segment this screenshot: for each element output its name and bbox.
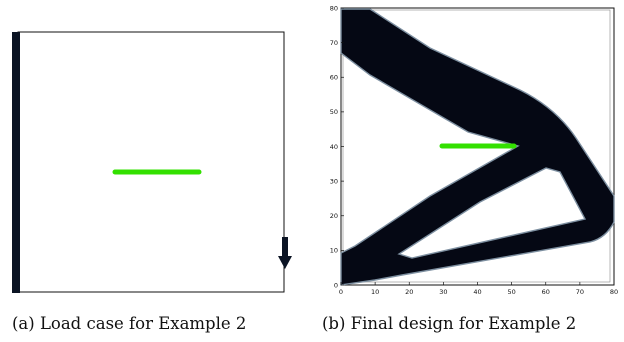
- x-tick-label: 50: [507, 288, 515, 296]
- x-tick-label: 40: [473, 288, 481, 296]
- y-tick-label: 60: [330, 74, 338, 82]
- caption-load-case: (a) Load case for Example 2: [12, 314, 247, 333]
- x-tick-label: 10: [371, 288, 379, 296]
- x-tick-label: 30: [439, 288, 447, 296]
- x-axis: 0 10 20 30 40 50 60 70 80: [339, 282, 618, 296]
- y-tick-label: 50: [330, 108, 338, 116]
- structure-shape: [340, 8, 615, 286]
- design-domain-box: [17, 31, 285, 293]
- x-tick-label: 0: [339, 288, 343, 296]
- y-tick-label: 20: [330, 212, 338, 220]
- x-tick-label: 60: [542, 288, 550, 296]
- y-tick-label: 80: [330, 4, 338, 12]
- inner-frame: [342, 9, 611, 283]
- arrow-down-icon: [278, 237, 292, 269]
- fixed-support-bar: [12, 32, 20, 293]
- y-axis: 0 10 20 30 40 50 60 70 80: [330, 4, 344, 289]
- caption-final-design: (b) Final design for Example 2: [322, 314, 577, 333]
- y-tick-label: 70: [330, 39, 338, 47]
- y-tick-label: 10: [330, 247, 338, 255]
- y-tick-label: 30: [330, 177, 338, 185]
- final-design-panel: 0 10 20 30 40 50 60 70 80 0 10 20 30 40 50 60 70 80: [330, 4, 618, 296]
- x-tick-label: 20: [405, 288, 413, 296]
- load-case-panel: [12, 31, 292, 293]
- x-tick-label: 80: [610, 288, 618, 296]
- y-tick-label: 40: [330, 143, 338, 151]
- y-tick-label: 0: [334, 281, 338, 289]
- x-tick-label: 70: [576, 288, 584, 296]
